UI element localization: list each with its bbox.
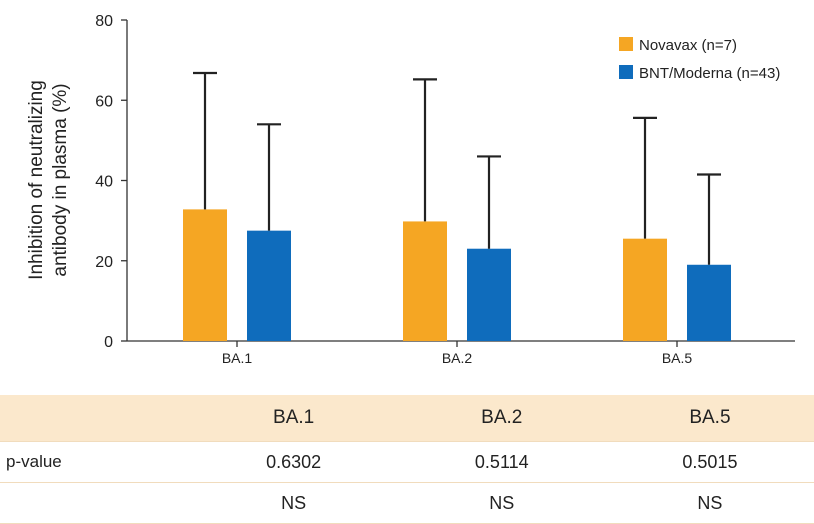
bar bbox=[687, 264, 731, 341]
y-tick-label: 20 bbox=[95, 254, 113, 271]
y-tick-label: 40 bbox=[95, 174, 113, 191]
bars bbox=[183, 71, 731, 341]
bar bbox=[623, 238, 667, 341]
stats-column-header: BA.1 bbox=[273, 407, 315, 428]
y-axis-label: Inhibition of neutralizing antibody in p… bbox=[26, 80, 71, 280]
stats-column-header: BA.2 bbox=[481, 407, 523, 428]
legend-label: BNT/Moderna (n=43) bbox=[639, 65, 780, 82]
stats-table-header: BA.1 BA.2 BA.5 bbox=[0, 395, 814, 441]
y-ticks: 0 20 40 60 80 bbox=[95, 13, 127, 351]
legend-swatch bbox=[619, 37, 633, 51]
stats-row-label: p-value bbox=[6, 452, 62, 471]
stats-column-header: BA.5 bbox=[689, 407, 731, 428]
bar-chart: Inhibition of neutralizing antibody in p… bbox=[26, 13, 795, 366]
bar bbox=[467, 248, 511, 341]
bar bbox=[183, 209, 227, 341]
p-value-cell: 0.6302 bbox=[266, 451, 322, 472]
y-tick-label: 0 bbox=[104, 334, 113, 351]
legend: Novavax (n=7) BNT/Moderna (n=43) bbox=[619, 37, 780, 82]
x-tick-label: BA.1 bbox=[222, 350, 253, 366]
y-axis-label-line-1: Inhibition of neutralizing bbox=[26, 80, 47, 280]
y-axis-label-line-2: antibody in plasma (%) bbox=[50, 83, 71, 276]
y-tick-label: 60 bbox=[95, 93, 113, 110]
legend-label: Novavax (n=7) bbox=[639, 37, 737, 54]
p-value-cell: 0.5114 bbox=[474, 451, 529, 472]
y-tick-label: 80 bbox=[95, 13, 113, 30]
p-value-cell: 0.5015 bbox=[682, 451, 738, 472]
x-tick-label: BA.2 bbox=[442, 350, 473, 366]
legend-swatch bbox=[619, 65, 633, 79]
stats-table: BA.1 BA.2 BA.5 p-value 0.6302 0.5114 0.5… bbox=[0, 395, 814, 524]
x-tick-label: BA.5 bbox=[662, 350, 693, 366]
significance-cell: NS bbox=[281, 492, 307, 513]
significance-cell: NS bbox=[489, 492, 515, 513]
significance-cell: NS bbox=[697, 492, 723, 513]
bar bbox=[403, 221, 447, 341]
stats-row-p-value: p-value 0.6302 0.5114 0.5015 bbox=[0, 441, 814, 483]
x-ticks: BA.1 BA.2 BA.5 bbox=[222, 341, 693, 366]
stats-row-significance: NS NS NS bbox=[0, 483, 814, 524]
bar bbox=[247, 230, 291, 341]
